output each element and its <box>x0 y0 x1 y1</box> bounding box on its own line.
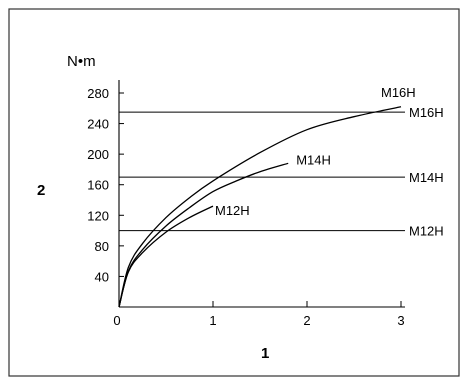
x-tick-label: 1 <box>209 313 216 328</box>
limit-label-m14h: M14H <box>409 170 444 185</box>
y-tick-label: 40 <box>95 269 109 284</box>
limit-label-m16h: M16H <box>409 105 444 120</box>
curve-label-m14h: M14H <box>296 152 331 167</box>
ticks-group: 40 80 120 160 200 240 280 0 1 2 3 <box>87 86 404 328</box>
y-tick-label: 120 <box>87 208 109 223</box>
x-axis-marker: 1 <box>261 345 269 362</box>
curve-m14h <box>118 162 289 308</box>
y-tick-label: 160 <box>87 178 109 193</box>
curve-m16h <box>118 106 402 308</box>
x-tick-label: 2 <box>303 313 310 328</box>
x-tick-label: 3 <box>397 313 404 328</box>
y-tick-label: 80 <box>95 239 109 254</box>
curve-m12h <box>118 205 214 308</box>
limit-label-m12h: M12H <box>409 224 444 239</box>
curve-label-m16h: M16H <box>381 85 416 100</box>
y-tick-label: 200 <box>87 147 109 162</box>
chart-frame <box>8 8 460 377</box>
y-axis-unit-label: N•m <box>67 53 96 70</box>
series-layer: M16H M14H M12H M16H M14H M12H <box>118 85 444 308</box>
y-axis-marker: 2 <box>37 182 45 199</box>
y-tick-label: 280 <box>87 86 109 101</box>
axes-group <box>118 80 405 308</box>
y-tick-label: 240 <box>87 117 109 132</box>
x-tick-label: 0 <box>113 313 120 328</box>
curve-label-m12h: M12H <box>215 203 250 218</box>
